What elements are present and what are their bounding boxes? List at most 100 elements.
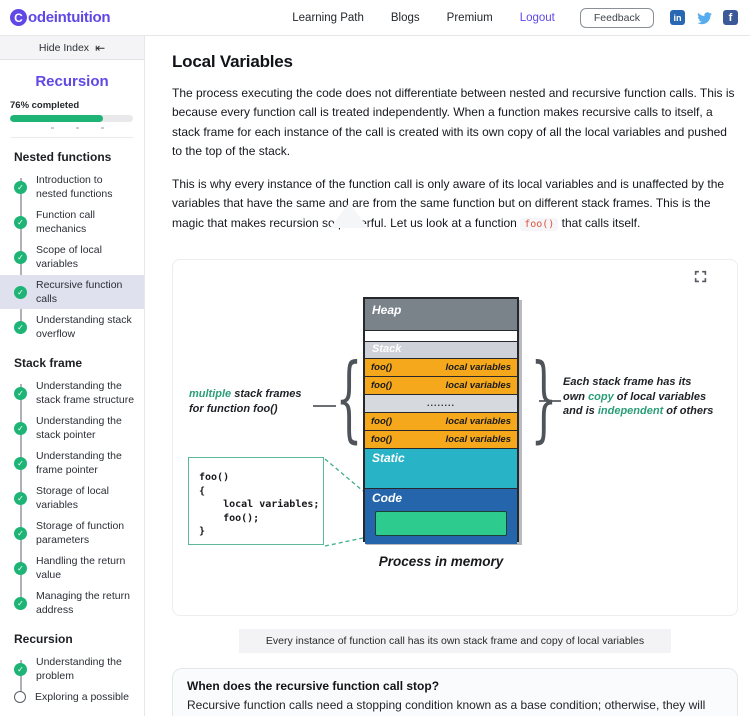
code-line: { [199,485,206,497]
check-circle-icon: ✓ [14,285,27,299]
annotation-text: of others [663,405,714,418]
annotation-text: for function foo() [189,402,278,415]
twitter-icon[interactable] [696,11,712,25]
annotation-text: own [563,390,589,403]
foo-source-code-box: foo() { local variables; foo(); } [188,457,324,546]
sidebar-item-function-call-mechanics[interactable]: ✓ Function call mechanics [0,205,144,239]
frame-vars-label: local variables [445,380,511,392]
section-title-nested-functions: Nested functions [14,150,112,164]
diagram-caption: Process in memory [378,554,504,570]
hide-index-button[interactable]: Hide Index ⇤ [0,36,144,60]
callout-title: When does the recursive function call st… [187,679,440,694]
check-circle-icon: ✓ [14,320,27,334]
code-line: local variables; [199,499,320,511]
sidebar-item-label: Function call mechanics [36,208,95,236]
sidebar-item-understanding-the-problem[interactable]: ✓ Understanding the problem [0,652,144,686]
sidebar-item-handling-the-return-value[interactable]: ✓ Handling the return value [0,551,144,585]
frame-fn-label: foo() [371,416,393,428]
annotation-text: of local variables [613,390,707,403]
paragraph-2-text: This is why every instance of the functi… [172,176,725,230]
sidebar-item-label: Scope of local variables [36,243,102,271]
check-circle-icon: ✓ [14,215,27,229]
sidebar-item-frame-pointer[interactable]: ✓ Understanding the frame pointer [0,446,144,480]
sidebar-item-scope-of-local-variables[interactable]: ✓ Scope of local variables [0,240,144,274]
stack-frame-row: foo() local variables [365,431,517,450]
nav-logout[interactable]: Logout [519,11,555,24]
section-items: ✓ Understanding the stack frame structur… [0,376,144,620]
heap-section: Heap [365,299,517,332]
code-line: } [199,526,206,538]
linkedin-icon[interactable]: in [670,10,685,25]
course-index-sidebar: Hide Index ⇤ Recursion 76% completed Nes… [0,36,145,716]
code-block-rect [375,511,507,537]
sidebar-item-label: Understanding the frame pointer [36,449,122,477]
sidebar-item-recursive-function-calls[interactable]: ✓ Recursive function calls [0,274,144,309]
check-circle-icon: ✓ [14,596,27,610]
check-circle-icon: ✓ [14,456,27,470]
check-circle-icon: ✓ [14,180,27,194]
sidebar-item-label: Introduction to nested functions [36,174,113,201]
code-section: Code [365,489,517,545]
sidebar-item-introduction-to-nested-functions[interactable]: ✓ Introduction to nested functions [0,170,144,204]
stack-frame-row: foo() local variables [365,377,517,396]
top-navbar: C odeintuition Learning Path Blogs Premi… [0,0,750,36]
facebook-icon[interactable]: f [723,10,738,25]
sidebar-item-label: Managing the return address [36,589,130,617]
progress-bar-track [10,115,133,122]
logo[interactable]: C odeintuition [10,9,111,26]
progress-label: 76% completed [10,100,80,111]
logo-c-icon: C [10,9,27,26]
sidebar-item-label: Storage of local variables [36,484,109,512]
clipped-scroll-fragment [10,127,134,138]
process-memory-box: Heap Stack foo() local variables foo() l… [363,297,519,545]
check-circle-icon: ✓ [14,421,27,435]
figure-caption-bar: Every instance of function call has its … [239,629,671,654]
code-line: foo(); [199,512,260,524]
frame-fn-label: foo() [371,362,393,374]
progress-bar-fill [10,115,104,122]
nav-links: Learning Path Blogs Premium Logout [292,12,555,24]
sidebar-item-storage-of-function-parameters[interactable]: ✓ Storage of function parameters [0,516,144,550]
sidebar-item-managing-the-return-address[interactable]: ✓ Managing the return address [0,586,144,620]
stack-frame-row: foo() local variables [365,359,517,378]
frame-vars-label: local variables [445,362,511,374]
sidebar-item-understanding-stack-overflow[interactable]: ✓ Understanding stack overflow [0,310,144,344]
sidebar-item-exploring-a-possible[interactable]: Exploring a possible [0,687,144,706]
fullscreen-expand-icon[interactable] [694,270,707,283]
code-line: foo() [199,472,230,484]
sidebar-item-stack-frame-structure[interactable]: ✓ Understanding the stack frame structur… [0,376,144,410]
nav-learning-path[interactable]: Learning Path [292,11,364,24]
static-section: Static [365,449,517,490]
left-annotation: multiple stack frames for function foo() [189,387,302,416]
nav-blogs[interactable]: Blogs [390,11,420,24]
check-circle-icon: ✓ [14,561,27,575]
hide-index-label: Hide Index [38,41,90,54]
right-brace: } [530,344,558,454]
section-items: ✓ Introduction to nested functions ✓ Fun… [0,170,144,344]
annotation-green-word: copy [588,390,614,403]
check-circle-icon: ✓ [14,250,27,264]
stack-frame-row: foo() local variables [365,413,517,432]
collapse-left-icon: ⇤ [95,40,106,55]
feedback-button[interactable]: Feedback [579,7,654,28]
sidebar-item-storage-of-local-variables[interactable]: ✓ Storage of local variables [0,481,144,515]
frame-vars-label: local variables [445,434,511,446]
nav-premium[interactable]: Premium [446,11,493,24]
sidebar-item-label: Understanding the stack pointer [36,414,122,442]
sidebar-item-label: Storage of function parameters [36,519,125,547]
logo-text: odeintuition [28,9,111,26]
sidebar-item-label: Recursive function calls [36,278,123,306]
sidebar-item-stack-pointer[interactable]: ✓ Understanding the stack pointer [0,411,144,445]
memory-gap [365,331,517,343]
stack-section-label: Stack [365,342,517,360]
lesson-content: Local Variables The process executing th… [146,36,750,716]
annotation-green-word: multiple [189,388,232,401]
memory-diagram-figure: multiple stack frames for function foo()… [172,259,738,617]
annotation-green-word: independent [597,405,664,418]
section-title-stack-frame: Stack frame [14,355,83,370]
annotation-text: Each stack frame has its [563,376,692,389]
sidebar-item-label: Exploring a possible [35,690,129,703]
annotation-text: and is [563,405,598,418]
frame-fn-label: foo() [371,380,393,392]
social-links: in f [670,10,738,25]
